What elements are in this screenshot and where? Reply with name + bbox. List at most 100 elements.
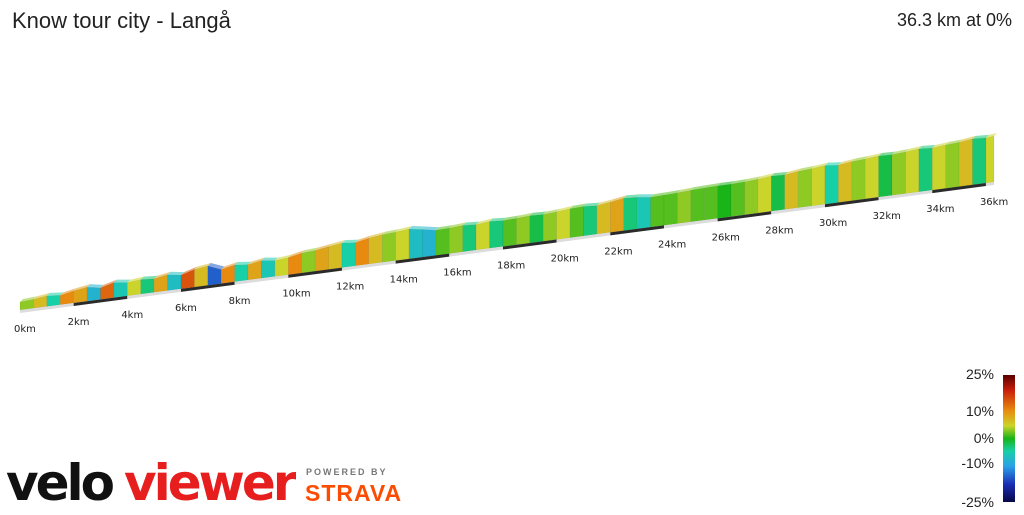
profile-segment-top bbox=[824, 162, 842, 166]
profile-segment bbox=[771, 174, 785, 212]
profile-segment-top bbox=[596, 199, 614, 206]
distance-band bbox=[717, 211, 772, 222]
route-summary: 36.3 km at 0% bbox=[896, 10, 1012, 30]
profile-segment-top bbox=[690, 185, 708, 191]
profile-segment bbox=[864, 155, 879, 200]
profile-segment-top bbox=[234, 261, 252, 266]
profile-segment bbox=[395, 228, 410, 261]
profile-segment bbox=[958, 138, 973, 187]
distance-band bbox=[985, 182, 994, 187]
profile-segment-top bbox=[932, 141, 949, 149]
profile-segment-top bbox=[985, 133, 997, 138]
profile-segment-top bbox=[878, 151, 896, 156]
profile-segment-top bbox=[489, 217, 506, 222]
profile-segment-top bbox=[892, 149, 909, 155]
profile-segment-top bbox=[731, 178, 748, 185]
km-tick-label: 24km bbox=[658, 239, 686, 250]
profile-segment bbox=[905, 148, 920, 194]
km-tick-label: 8km bbox=[229, 296, 251, 307]
profile-segment-top bbox=[462, 221, 480, 226]
profile-segment bbox=[341, 242, 356, 268]
km-tick-label: 26km bbox=[712, 232, 740, 243]
profile-segment bbox=[381, 231, 396, 263]
profile-segment-top bbox=[543, 208, 560, 215]
profile-segment-top bbox=[570, 203, 587, 209]
profile-segment bbox=[663, 192, 678, 226]
distance-band bbox=[502, 239, 557, 250]
profile-segment bbox=[475, 221, 490, 251]
km-tick-label: 14km bbox=[390, 275, 418, 286]
profile-segment-top bbox=[288, 250, 305, 258]
profile-segment-top bbox=[167, 271, 184, 276]
profile-segment-top bbox=[516, 212, 533, 219]
profile-segment-top bbox=[610, 195, 627, 203]
profile-segment bbox=[113, 282, 128, 298]
km-tick-label: 16km bbox=[443, 268, 471, 279]
profile-segment-top bbox=[583, 202, 600, 207]
profile-segment-top bbox=[771, 171, 788, 177]
profile-segment-top bbox=[704, 182, 721, 189]
profile-segment bbox=[811, 165, 826, 207]
km-tick-label: 22km bbox=[604, 246, 632, 257]
profile-segment bbox=[838, 161, 853, 203]
profile-segment bbox=[972, 137, 987, 186]
profile-segment bbox=[516, 215, 531, 246]
profile-segment bbox=[878, 154, 893, 198]
profile-segment-top bbox=[73, 284, 91, 292]
profile-segment-top bbox=[341, 239, 359, 244]
profile-segment-top bbox=[838, 158, 855, 166]
profile-segment-top bbox=[502, 215, 520, 221]
distance-band bbox=[395, 253, 450, 264]
profile-base bbox=[20, 182, 994, 313]
legend-label-25: 25% bbox=[965, 366, 994, 382]
profile-segment-top bbox=[328, 240, 345, 247]
profile-segment bbox=[314, 246, 329, 272]
chart-title: Know tour city - Langå bbox=[12, 8, 231, 33]
profile-segment bbox=[650, 194, 665, 228]
profile-segment bbox=[636, 197, 651, 230]
profile-segment bbox=[435, 227, 450, 256]
profile-segment bbox=[140, 278, 155, 295]
distance-band bbox=[127, 288, 181, 299]
profile-segment-top bbox=[529, 211, 547, 216]
profile-segment-top bbox=[274, 254, 292, 261]
profile-segment-top bbox=[301, 247, 319, 254]
profile-segment bbox=[596, 201, 611, 235]
profile-segment bbox=[422, 229, 437, 258]
profile-segment bbox=[569, 206, 584, 238]
profile-segment-top bbox=[46, 292, 64, 296]
profile-segment bbox=[489, 220, 504, 249]
profile-segment bbox=[449, 225, 463, 254]
km-tick-label: 2km bbox=[68, 317, 90, 328]
profile-segment bbox=[918, 147, 933, 193]
profile-segment-top bbox=[113, 279, 131, 283]
profile-segment-top bbox=[784, 168, 802, 175]
profile-segment-top bbox=[717, 181, 735, 186]
profile-segment bbox=[328, 242, 343, 270]
distance-band bbox=[878, 190, 933, 201]
profile-segment bbox=[677, 189, 692, 224]
powered-by-text: POWERED BY bbox=[306, 467, 388, 477]
km-tick-label: 32km bbox=[873, 211, 901, 222]
profile-segment-top bbox=[476, 218, 493, 225]
km-tick-label: 18km bbox=[497, 261, 525, 272]
profile-segment bbox=[86, 286, 101, 302]
profile-segment bbox=[542, 211, 557, 242]
distance-band bbox=[663, 218, 718, 229]
profile-segment bbox=[744, 178, 759, 216]
km-tick-label: 36km bbox=[980, 197, 1008, 208]
veloviewer-logo: velo viewer bbox=[6, 454, 301, 515]
distance-band bbox=[288, 267, 342, 278]
profile-segment-top bbox=[315, 243, 332, 251]
profile-segment-top bbox=[811, 162, 828, 169]
km-tick-label: 0km bbox=[14, 324, 36, 335]
distance-band bbox=[449, 246, 503, 257]
km-tick-label: 10km bbox=[282, 289, 310, 300]
profile-segment-top bbox=[972, 134, 989, 139]
profile-segment-top bbox=[207, 262, 225, 270]
profile-segment bbox=[529, 214, 544, 244]
profile-segment-top bbox=[918, 145, 936, 149]
profile-segment bbox=[945, 142, 960, 189]
km-tick-label: 30km bbox=[819, 218, 847, 229]
km-tick-label: 4km bbox=[121, 310, 143, 321]
